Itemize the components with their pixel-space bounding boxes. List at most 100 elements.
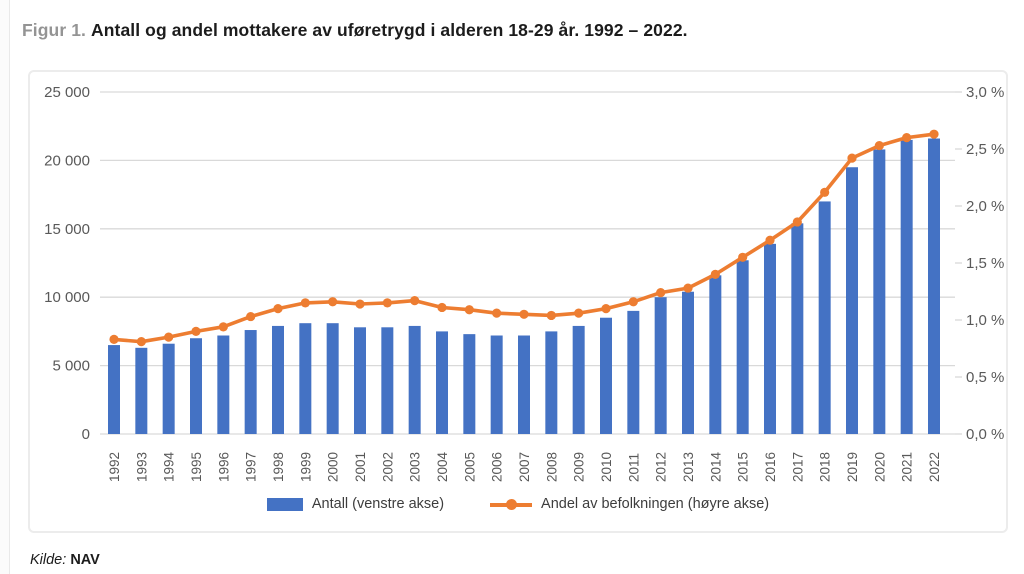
left-axis-tick-label: 10 000: [44, 289, 90, 306]
x-axis-year-label: 2012: [654, 452, 669, 482]
right-axis-tick-label: 3,0 %: [966, 84, 1004, 101]
x-axis-year-label: 1993: [134, 452, 149, 482]
x-axis-year-label: 2011: [626, 453, 641, 482]
source-note: Kilde: NAV: [30, 552, 100, 568]
right-axis-tick-label: 1,5 %: [966, 255, 1004, 272]
bar: [190, 338, 202, 434]
x-axis-year-label: 2000: [326, 452, 341, 482]
legend-item-andel: Andel av befolkningen (høyre akse): [490, 496, 769, 512]
line-point: [464, 305, 474, 315]
x-axis-year-label: 1992: [107, 452, 122, 482]
line-point: [574, 308, 584, 318]
bar: [709, 275, 722, 434]
figure-title: Figur 1. Antall og andel mottakere av ufø…: [22, 20, 688, 41]
x-axis-year-label: 2014: [708, 451, 723, 482]
line-point: [136, 337, 146, 347]
bar: [272, 325, 284, 434]
x-axis-year-label: 2005: [462, 452, 477, 482]
right-axis-tick-label: 1,0 %: [966, 312, 1004, 329]
right-axis-tick-label: 0,5 %: [966, 369, 1004, 386]
bar: [217, 335, 230, 434]
line-point: [109, 334, 119, 344]
bar: [162, 343, 175, 434]
line-point: [273, 304, 283, 314]
left-axis-tick-label: 0: [82, 426, 90, 443]
line-point: [328, 297, 338, 307]
line-point: [656, 288, 666, 298]
line-point: [164, 332, 174, 342]
x-axis-year-label: 2015: [736, 452, 751, 482]
legend-label-antall: Antall (venstre akse): [311, 496, 445, 512]
bar: [108, 345, 120, 434]
bar: [627, 310, 640, 434]
line-point: [218, 322, 228, 332]
left-axis-tick-label: 20 000: [44, 152, 90, 169]
x-axis-year-label: 2002: [380, 452, 395, 482]
line-series-swatch: [490, 498, 533, 511]
bar-series-swatch: [266, 497, 303, 511]
line-point: [601, 304, 611, 314]
bar: [873, 149, 886, 434]
figure-title-text: Antall og andel mottakere av uføretrygd …: [91, 20, 688, 40]
x-axis-year-label: 2019: [845, 452, 860, 482]
left-axis-tick-label: 5 000: [52, 358, 90, 375]
bar: [381, 327, 394, 434]
line-point: [683, 283, 693, 293]
bar: [736, 260, 749, 434]
bar: [463, 334, 476, 434]
bar: [818, 201, 831, 434]
bar: [135, 347, 148, 434]
line-point: [847, 153, 857, 163]
line-point: [382, 298, 392, 308]
x-axis-year-label: 2001: [353, 452, 368, 482]
x-axis-year-label: 1999: [298, 452, 313, 482]
bar: [791, 223, 804, 434]
page-left-edge: [0, 0, 10, 574]
x-axis-year-label: 2009: [572, 452, 587, 482]
x-axis-year-label: 1996: [216, 452, 231, 482]
line-point: [410, 296, 420, 306]
x-axis-year-label: 2013: [681, 452, 696, 482]
right-axis-tick-label: 2,0 %: [966, 198, 1004, 215]
line-point: [519, 309, 529, 319]
bar: [654, 297, 667, 434]
bar: [545, 331, 558, 434]
line-point: [792, 217, 802, 227]
right-axis-tick-label: 0,0 %: [966, 426, 1004, 443]
legend-label-andel: Andel av befolkningen (høyre akse): [541, 496, 770, 512]
x-axis-year-label: 2016: [763, 452, 778, 482]
bar: [682, 291, 694, 434]
bar: [846, 167, 858, 434]
x-axis-year-label: 2018: [818, 452, 833, 482]
right-axis-tick-label: 2,5 %: [966, 141, 1004, 158]
line-point: [300, 298, 310, 308]
x-axis-year-label: 2004: [435, 451, 450, 482]
bar: [408, 325, 421, 434]
x-axis-year-label: 2021: [900, 452, 915, 482]
line-point: [902, 133, 912, 143]
line-point: [929, 129, 939, 139]
chart-legend: Antall (venstre akse) Andel av befolknin…: [30, 496, 1006, 512]
line-point: [437, 302, 447, 313]
x-axis-year-label: 1997: [244, 452, 259, 482]
legend-item-antall: Antall (venstre akse): [266, 496, 445, 512]
figure-label: Figur 1.: [22, 20, 86, 40]
bar: [299, 323, 312, 434]
bar: [764, 243, 776, 434]
bar: [900, 139, 913, 434]
chart-card: 0 5 000 10 000 15 000 20 000 25 000 0,0 % 0,5 %…: [28, 70, 1008, 533]
bar: [518, 335, 530, 434]
bar: [928, 138, 940, 434]
x-axis-year-label: 2006: [490, 452, 505, 482]
line-point: [820, 187, 830, 197]
line-point: [710, 269, 720, 279]
bar: [490, 335, 503, 434]
x-axis-year-label: 2010: [599, 452, 614, 482]
bar: [436, 331, 448, 434]
line-point: [765, 235, 775, 245]
bar: [600, 317, 612, 434]
line-point: [355, 299, 365, 309]
left-axis-tick-label: 25 000: [44, 84, 90, 101]
left-axis-tick-label: 15 000: [44, 221, 90, 238]
bar: [572, 325, 585, 434]
